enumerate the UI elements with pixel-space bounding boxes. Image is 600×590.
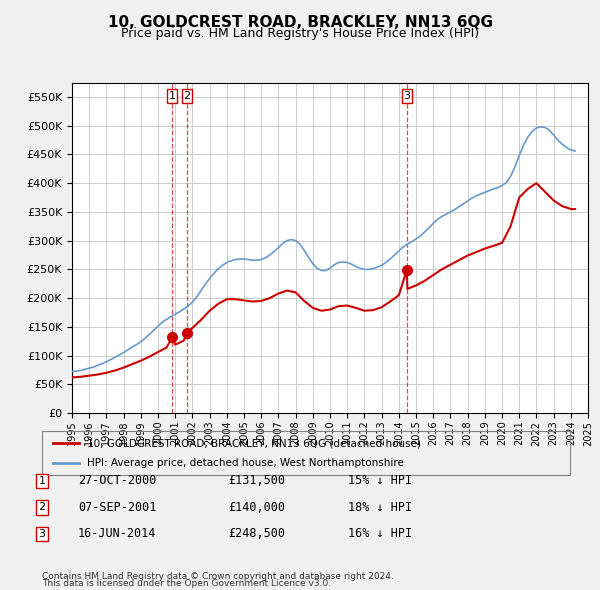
Text: 2: 2 [184,91,190,101]
Text: £248,500: £248,500 [228,527,285,540]
Text: 10, GOLDCREST ROAD, BRACKLEY, NN13 6QG (detached house): 10, GOLDCREST ROAD, BRACKLEY, NN13 6QG (… [87,438,421,448]
Text: 16-JUN-2014: 16-JUN-2014 [78,527,157,540]
Text: 3: 3 [38,529,46,539]
Text: 07-SEP-2001: 07-SEP-2001 [78,501,157,514]
Text: Price paid vs. HM Land Registry's House Price Index (HPI): Price paid vs. HM Land Registry's House … [121,27,479,40]
Text: 3: 3 [403,91,410,101]
Text: 18% ↓ HPI: 18% ↓ HPI [348,501,412,514]
Text: £131,500: £131,500 [228,474,285,487]
Text: Contains HM Land Registry data © Crown copyright and database right 2024.: Contains HM Land Registry data © Crown c… [42,572,394,581]
Text: £140,000: £140,000 [228,501,285,514]
Text: 1: 1 [169,91,176,101]
Text: 15% ↓ HPI: 15% ↓ HPI [348,474,412,487]
Text: This data is licensed under the Open Government Licence v3.0.: This data is licensed under the Open Gov… [42,579,331,588]
Text: 10, GOLDCREST ROAD, BRACKLEY, NN13 6QG: 10, GOLDCREST ROAD, BRACKLEY, NN13 6QG [107,15,493,30]
Text: 1: 1 [38,476,46,486]
Text: 27-OCT-2000: 27-OCT-2000 [78,474,157,487]
Text: 2: 2 [38,503,46,512]
Text: HPI: Average price, detached house, West Northamptonshire: HPI: Average price, detached house, West… [87,458,404,467]
Text: 16% ↓ HPI: 16% ↓ HPI [348,527,412,540]
